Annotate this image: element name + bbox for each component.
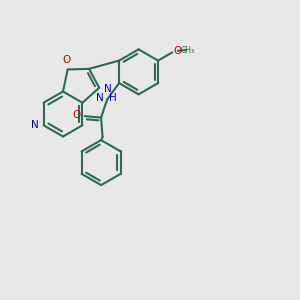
Text: N: N bbox=[31, 120, 39, 130]
Text: N: N bbox=[104, 84, 112, 94]
Text: H: H bbox=[109, 93, 117, 103]
Text: O: O bbox=[62, 55, 70, 65]
Text: N: N bbox=[96, 93, 104, 103]
Text: O: O bbox=[72, 110, 81, 120]
Text: O: O bbox=[174, 46, 182, 56]
Text: CH₃: CH₃ bbox=[181, 46, 195, 56]
